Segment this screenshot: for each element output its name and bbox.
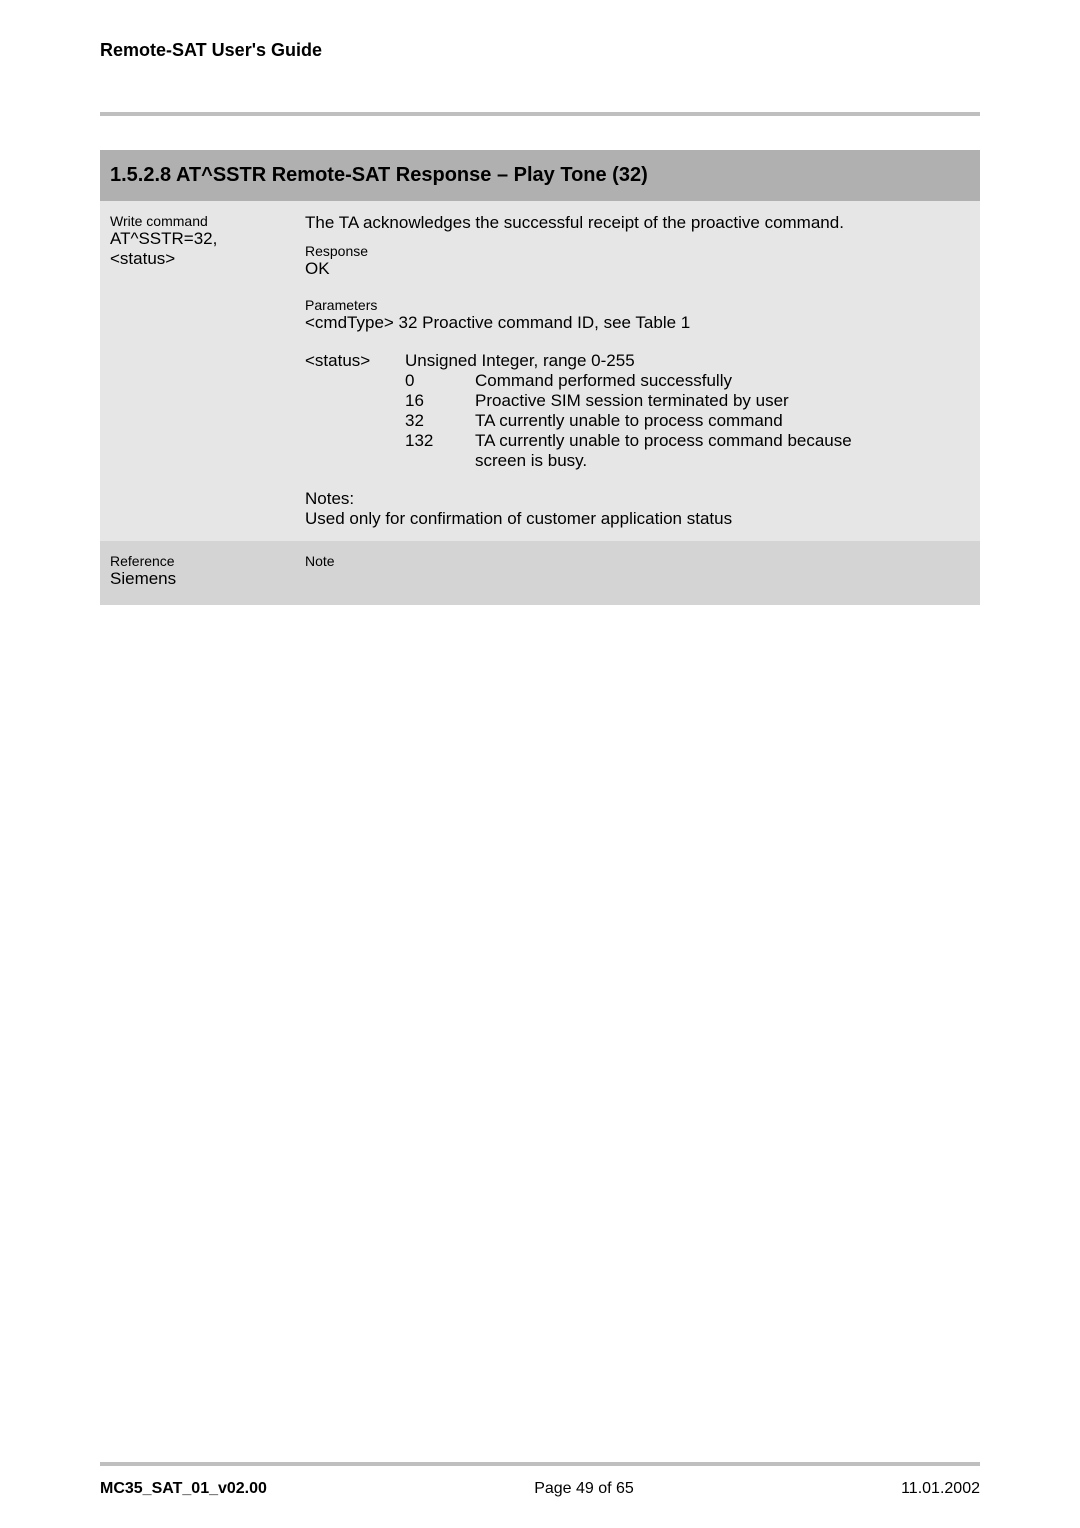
footer-right: 11.01.2002 (901, 1480, 980, 1498)
reference-value: Siemens (110, 569, 285, 589)
footer-center: Page 49 of 65 (534, 1480, 634, 1498)
code-num-132: 132 (405, 431, 475, 471)
response-label: Response (305, 243, 970, 259)
code-text-16: Proactive SIM session terminated by user (475, 391, 789, 411)
reference-row: Reference Siemens Note (100, 541, 980, 605)
notes-label: Notes: (305, 489, 970, 509)
page-footer: MC35_SAT_01_v02.00 Page 49 of 65 11.01.2… (100, 1480, 980, 1498)
page-header: Remote-SAT User's Guide (100, 40, 980, 61)
status-code-16: 16 Proactive SIM session terminated by u… (405, 391, 875, 411)
status-range: Unsigned Integer, range 0-255 (405, 351, 875, 371)
reference-cell-right: Note (295, 541, 980, 605)
status-description: Unsigned Integer, range 0-255 0 Command … (405, 351, 875, 471)
code-text-32: TA currently unable to process command (475, 411, 783, 431)
reference-label: Reference (110, 553, 285, 569)
code-text-0: Command performed successfully (475, 371, 732, 391)
ack-text: The TA acknowledges the successful recei… (305, 213, 970, 233)
status-code-32: 32 TA currently unable to process comman… (405, 411, 875, 431)
write-command-label: Write command (110, 213, 285, 229)
code-text-132: TA currently unable to process command b… (475, 431, 875, 471)
command-cell-right: The TA acknowledges the successful recei… (295, 201, 980, 541)
notes-text: Used only for confirmation of customer a… (305, 509, 970, 529)
reference-cell-left: Reference Siemens (100, 541, 295, 605)
status-code-132: 132 TA currently unable to process comma… (405, 431, 875, 471)
at-command-line1: AT^SSTR=32, (110, 229, 285, 249)
response-ok: OK (305, 259, 970, 279)
command-cell-left: Write command AT^SSTR=32, <status> (100, 201, 295, 541)
status-tag: <status> (305, 351, 405, 471)
at-command-line2: <status> (110, 249, 285, 269)
footer-rule (100, 1462, 980, 1466)
cmdtype-line: <cmdType> 32 Proactive command ID, see T… (305, 313, 970, 333)
section-table: 1.5.2.8 AT^SSTR Remote-SAT Response – Pl… (100, 150, 980, 605)
status-block: <status> Unsigned Integer, range 0-255 0… (305, 351, 970, 471)
parameters-label: Parameters (305, 297, 970, 313)
header-rule (100, 112, 980, 116)
note-label: Note (305, 553, 970, 569)
command-row: Write command AT^SSTR=32, <status> The T… (100, 201, 980, 541)
footer-left: MC35_SAT_01_v02.00 (100, 1480, 267, 1498)
note-spacer (305, 569, 970, 593)
code-num-0: 0 (405, 371, 475, 391)
section-heading: 1.5.2.8 AT^SSTR Remote-SAT Response – Pl… (100, 150, 980, 201)
section-heading-row: 1.5.2.8 AT^SSTR Remote-SAT Response – Pl… (100, 150, 980, 201)
code-num-16: 16 (405, 391, 475, 411)
code-num-32: 32 (405, 411, 475, 431)
status-code-0: 0 Command performed successfully (405, 371, 875, 391)
